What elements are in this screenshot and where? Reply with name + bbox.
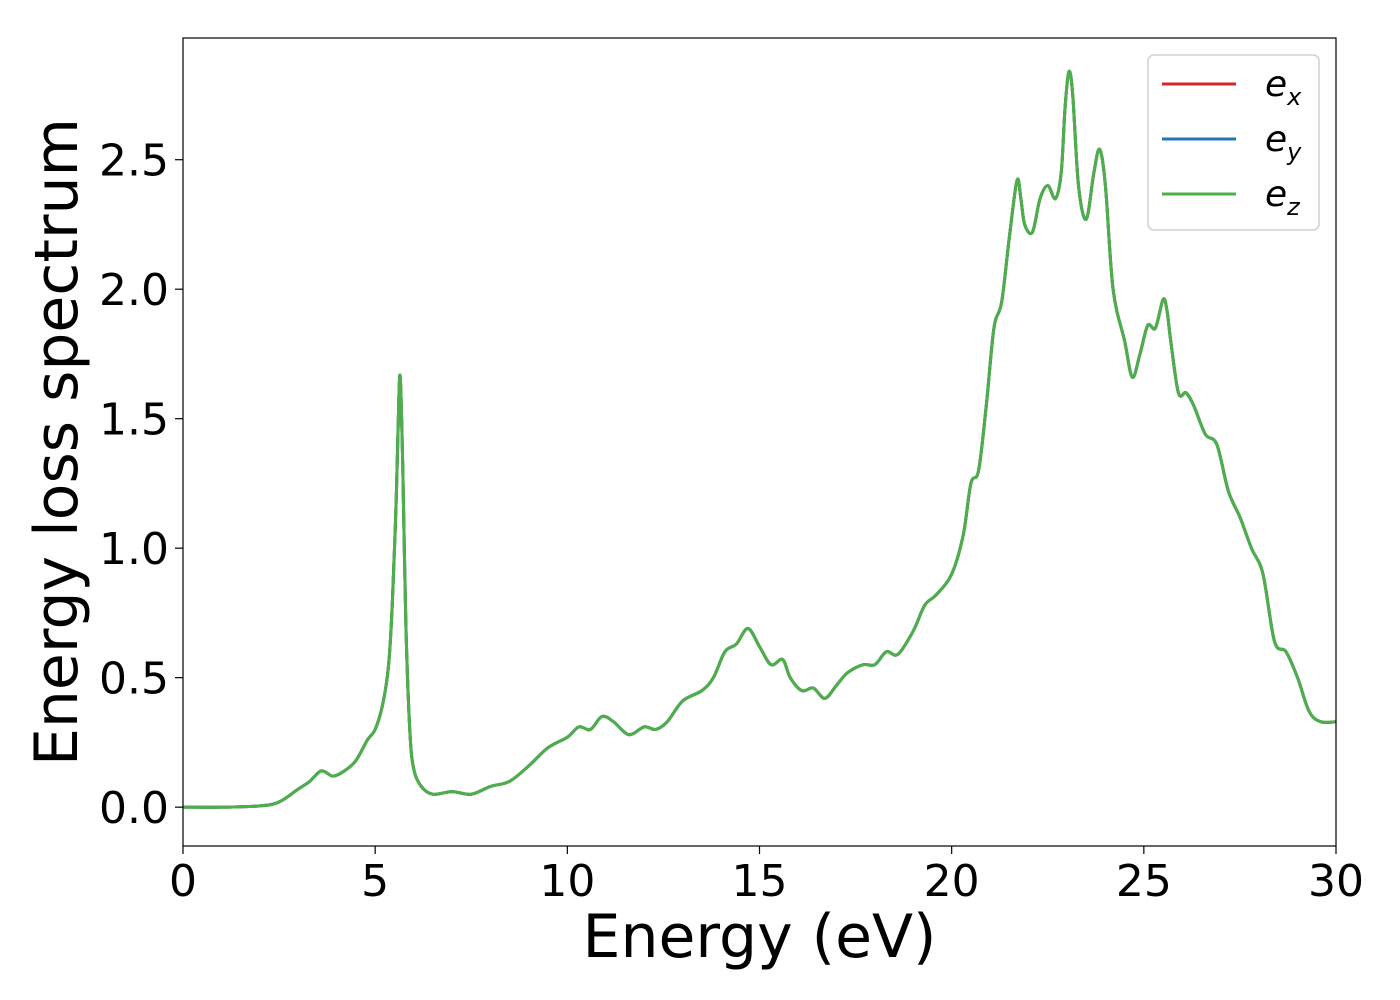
- x-tick-label: 10: [539, 856, 595, 907]
- y-tick-label: 0.5: [99, 654, 169, 705]
- y-tick-label: 2.0: [99, 265, 169, 316]
- x-tick-label: 15: [732, 856, 788, 907]
- legend-label-e-x: ex: [1265, 64, 1302, 111]
- x-axis-ticks: 0 5 10 15 20 25 30: [169, 846, 1364, 907]
- y-tick-label: 2.5: [99, 136, 169, 187]
- y-tick-label: 0.0: [99, 783, 169, 834]
- legend-box: [1147, 54, 1320, 231]
- x-tick-label: 30: [1308, 856, 1364, 907]
- legend: ex ey ez: [1147, 54, 1320, 231]
- y-axis-title: Energy loss spectrum: [22, 118, 92, 766]
- series-line-e-z: [183, 69, 1336, 809]
- y-tick-label: 1.5: [99, 395, 169, 446]
- y-tick-label: 1.0: [99, 524, 169, 575]
- y-axis-ticks: 0.0 0.5 1.0 1.5 2.0 2.5: [99, 136, 183, 834]
- legend-label-e-z: ez: [1265, 174, 1301, 221]
- x-tick-label: 25: [1116, 856, 1172, 907]
- x-axis-title: Energy (eV): [583, 902, 937, 972]
- x-tick-label: 20: [924, 856, 980, 907]
- series-lines: [183, 69, 1336, 809]
- legend-label-e-y: ey: [1265, 119, 1302, 166]
- x-tick-label: 5: [361, 856, 389, 907]
- x-tick-label: 0: [169, 856, 197, 907]
